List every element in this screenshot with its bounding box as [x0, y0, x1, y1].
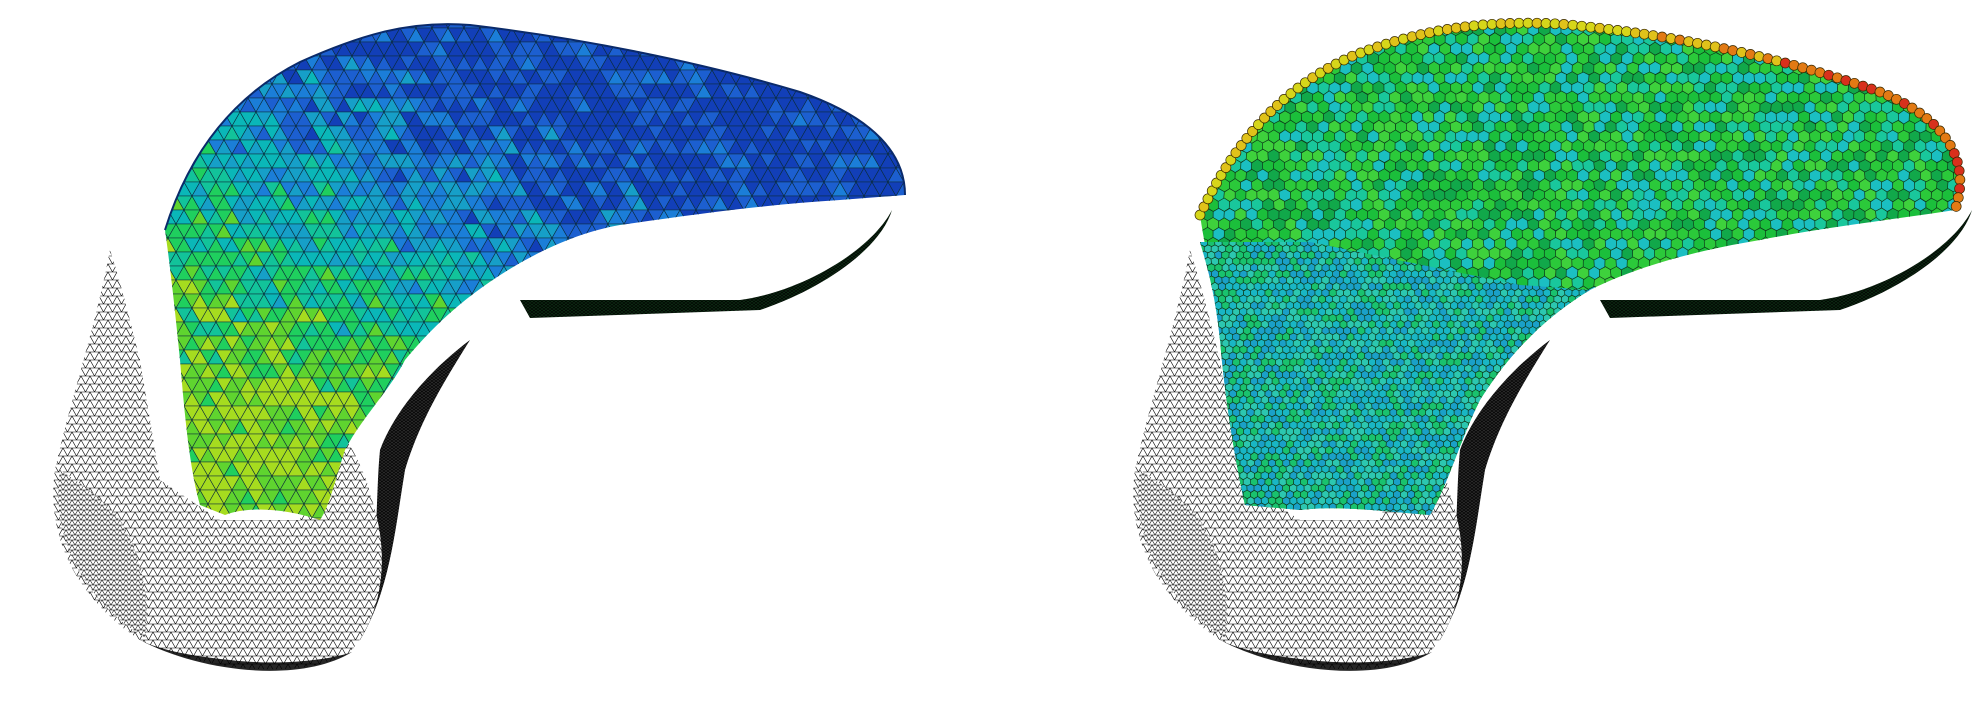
right-mesh-skin-dense	[1138, 470, 1227, 638]
left-base-edge	[140, 640, 352, 671]
left-inner-shadow	[360, 340, 470, 640]
left-slab-rim	[520, 210, 892, 318]
right-mesh-panel	[1133, 17, 1972, 671]
left-mesh-panel	[53, 23, 906, 671]
right-base-edge	[1220, 640, 1432, 671]
left-cut-outline	[164, 23, 906, 231]
right-inner-shadow	[1440, 340, 1550, 640]
left-mesh-skin-dense	[58, 470, 147, 638]
right-boundary-cells	[1194, 17, 1966, 221]
right-slab-rim	[1600, 210, 1972, 318]
